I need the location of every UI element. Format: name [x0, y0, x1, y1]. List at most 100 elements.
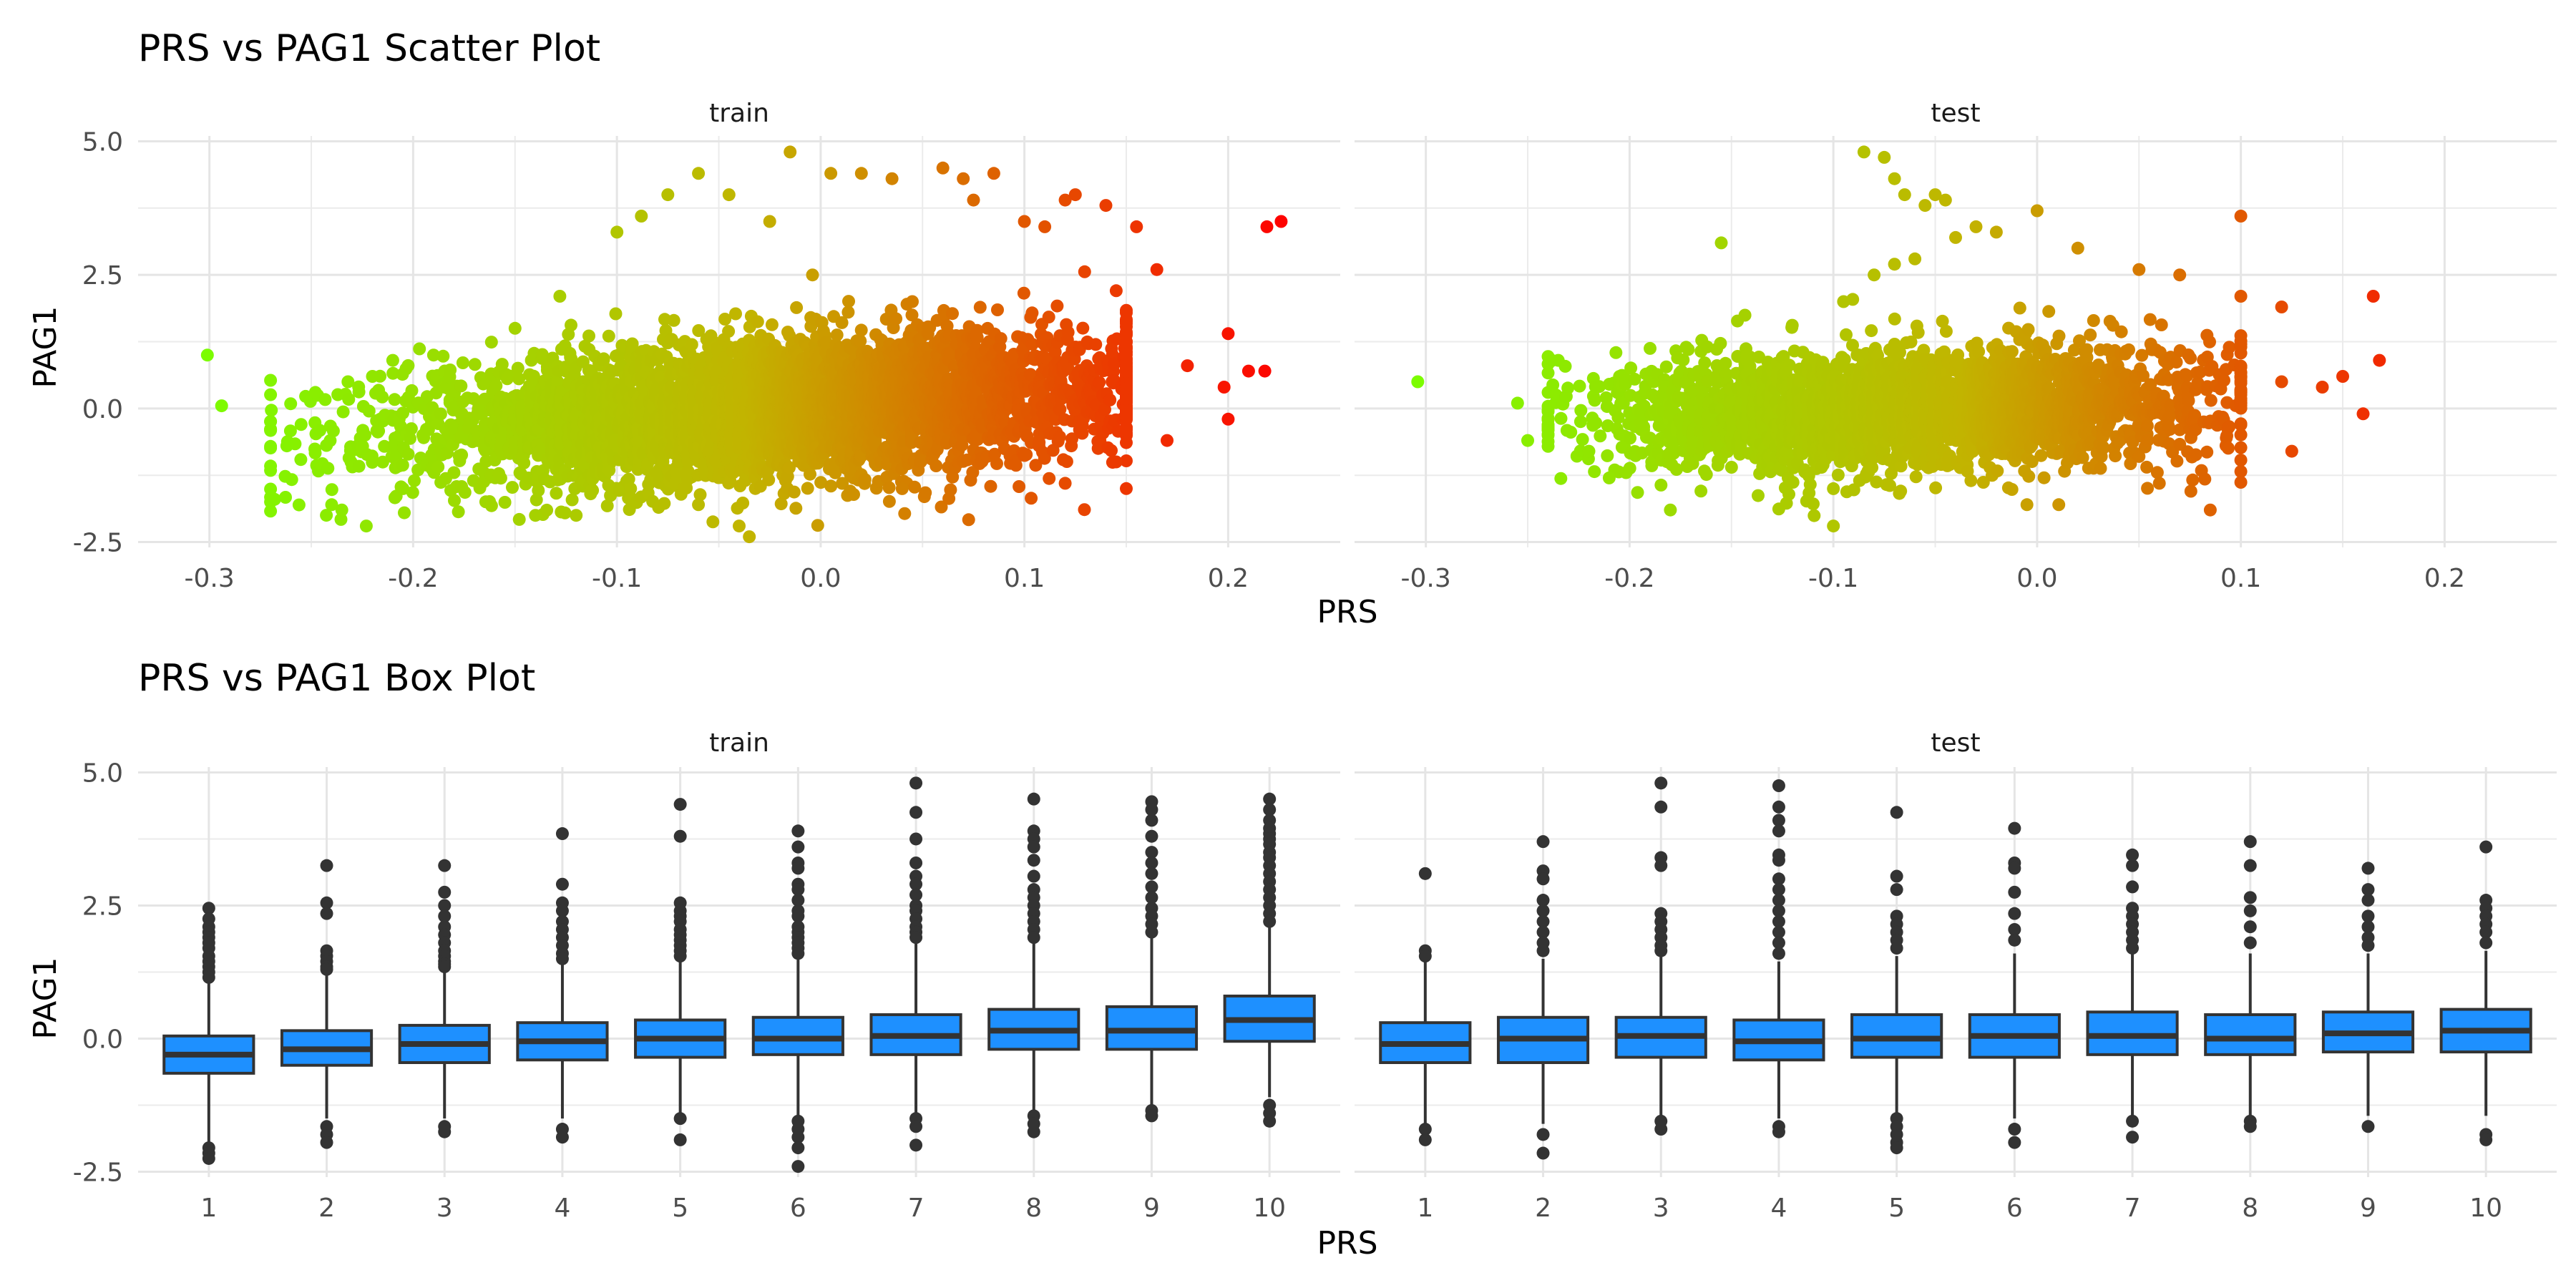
scatter-point [401, 358, 415, 372]
scatter-point [692, 498, 706, 512]
scatter-point [906, 295, 919, 308]
scatter-point [957, 172, 970, 185]
scatter-point [1631, 486, 1644, 499]
scatter-point [1150, 263, 1163, 276]
scatter-point [692, 167, 706, 180]
scatter-point [512, 512, 526, 526]
scatter-point [842, 295, 855, 308]
scatter-point [1624, 361, 1638, 375]
scatter-point [512, 372, 526, 386]
scatter-point [404, 422, 418, 436]
scatter-point [1161, 434, 1174, 447]
scatter-point [264, 482, 278, 496]
scatter-point [517, 457, 531, 469]
scatter-point [386, 366, 400, 380]
scatter-point [318, 393, 332, 406]
scatter-point [294, 453, 308, 467]
scatter-point [1561, 381, 1575, 395]
scatter-point [495, 358, 509, 371]
scatter-point [540, 503, 554, 517]
scatter-point [494, 472, 507, 485]
scatter-point [388, 393, 401, 406]
scatter-point [1241, 364, 1255, 378]
scatter-point [610, 225, 624, 239]
scatter-point [1068, 188, 1082, 202]
scatter-point [352, 459, 366, 473]
scatter-point [1714, 336, 1727, 350]
scatter-point [847, 488, 860, 501]
scatter-point [398, 506, 411, 519]
scatter-point [635, 210, 648, 223]
scatter-point [1694, 484, 1708, 498]
scatter-point [455, 448, 469, 462]
scatter-point [790, 301, 804, 314]
scatter-point [784, 145, 797, 159]
scatter-point [1274, 215, 1288, 228]
scatter-point [1038, 220, 1052, 233]
scatter-point [1120, 365, 1133, 379]
scatter-point [789, 502, 803, 515]
scatter-point [529, 509, 542, 522]
scatter-point [321, 462, 335, 475]
scatter-point [215, 399, 228, 413]
scatter-point [806, 268, 819, 282]
scatter-strip-train: train [709, 99, 769, 128]
scatter-point [413, 342, 426, 356]
scatter-point [1588, 394, 1601, 407]
scatter-point [1698, 356, 1712, 370]
scatter-point [511, 361, 525, 375]
scatter-point [1623, 462, 1636, 475]
scatter-point [622, 472, 635, 486]
scatter-point [830, 328, 844, 342]
scatter-point [722, 188, 736, 202]
scatter-point [535, 348, 549, 361]
scatter-point [1089, 338, 1103, 351]
scatter-point [1042, 311, 1055, 324]
scatter-point [550, 487, 563, 500]
scatter-point [200, 348, 214, 362]
scatter-point [401, 447, 415, 461]
scatter-point [372, 424, 386, 438]
scatter-point [1109, 455, 1123, 469]
scatter-point [658, 497, 671, 510]
scatter-point [582, 329, 595, 343]
scatter-point [570, 509, 583, 522]
scatter-point [362, 404, 376, 418]
scatter-point [625, 337, 639, 351]
scatter-point [366, 456, 379, 469]
scatter-point [396, 406, 409, 420]
scatter-point [936, 161, 950, 175]
scatter-point [1574, 415, 1587, 429]
scatter-point [1025, 306, 1039, 320]
scatter-point [444, 364, 457, 376]
scatter-point [743, 530, 756, 544]
scatter-point [336, 405, 350, 419]
scatter-point [1061, 326, 1075, 339]
scatter-point [280, 439, 293, 453]
scatter-point [376, 390, 389, 404]
scatter-point [551, 375, 565, 389]
scatter-point [1752, 489, 1765, 502]
scatter-point [448, 494, 461, 507]
scatter-point [358, 429, 371, 442]
scatter-point [1043, 472, 1056, 485]
scatter-point [404, 431, 416, 445]
scatter-point [279, 491, 292, 504]
scatter-panel-train [138, 136, 1340, 547]
scatter-point [264, 439, 278, 453]
scatter-point [284, 397, 298, 411]
scatter-point [1221, 412, 1235, 426]
scatter-point [801, 482, 814, 495]
scatter-point [1076, 321, 1090, 335]
scatter-point [1573, 379, 1586, 393]
scatter-point [1017, 286, 1030, 300]
scatter-point [1782, 487, 1795, 501]
scatter-point [882, 494, 896, 508]
scatter-point [811, 519, 824, 532]
scatter-point [586, 484, 600, 497]
scatter-plot-title: PRS vs PAG1 Scatter Plot [138, 27, 600, 70]
scatter-point [661, 188, 675, 202]
scatter-point [484, 336, 498, 349]
scatter-point [685, 338, 698, 351]
